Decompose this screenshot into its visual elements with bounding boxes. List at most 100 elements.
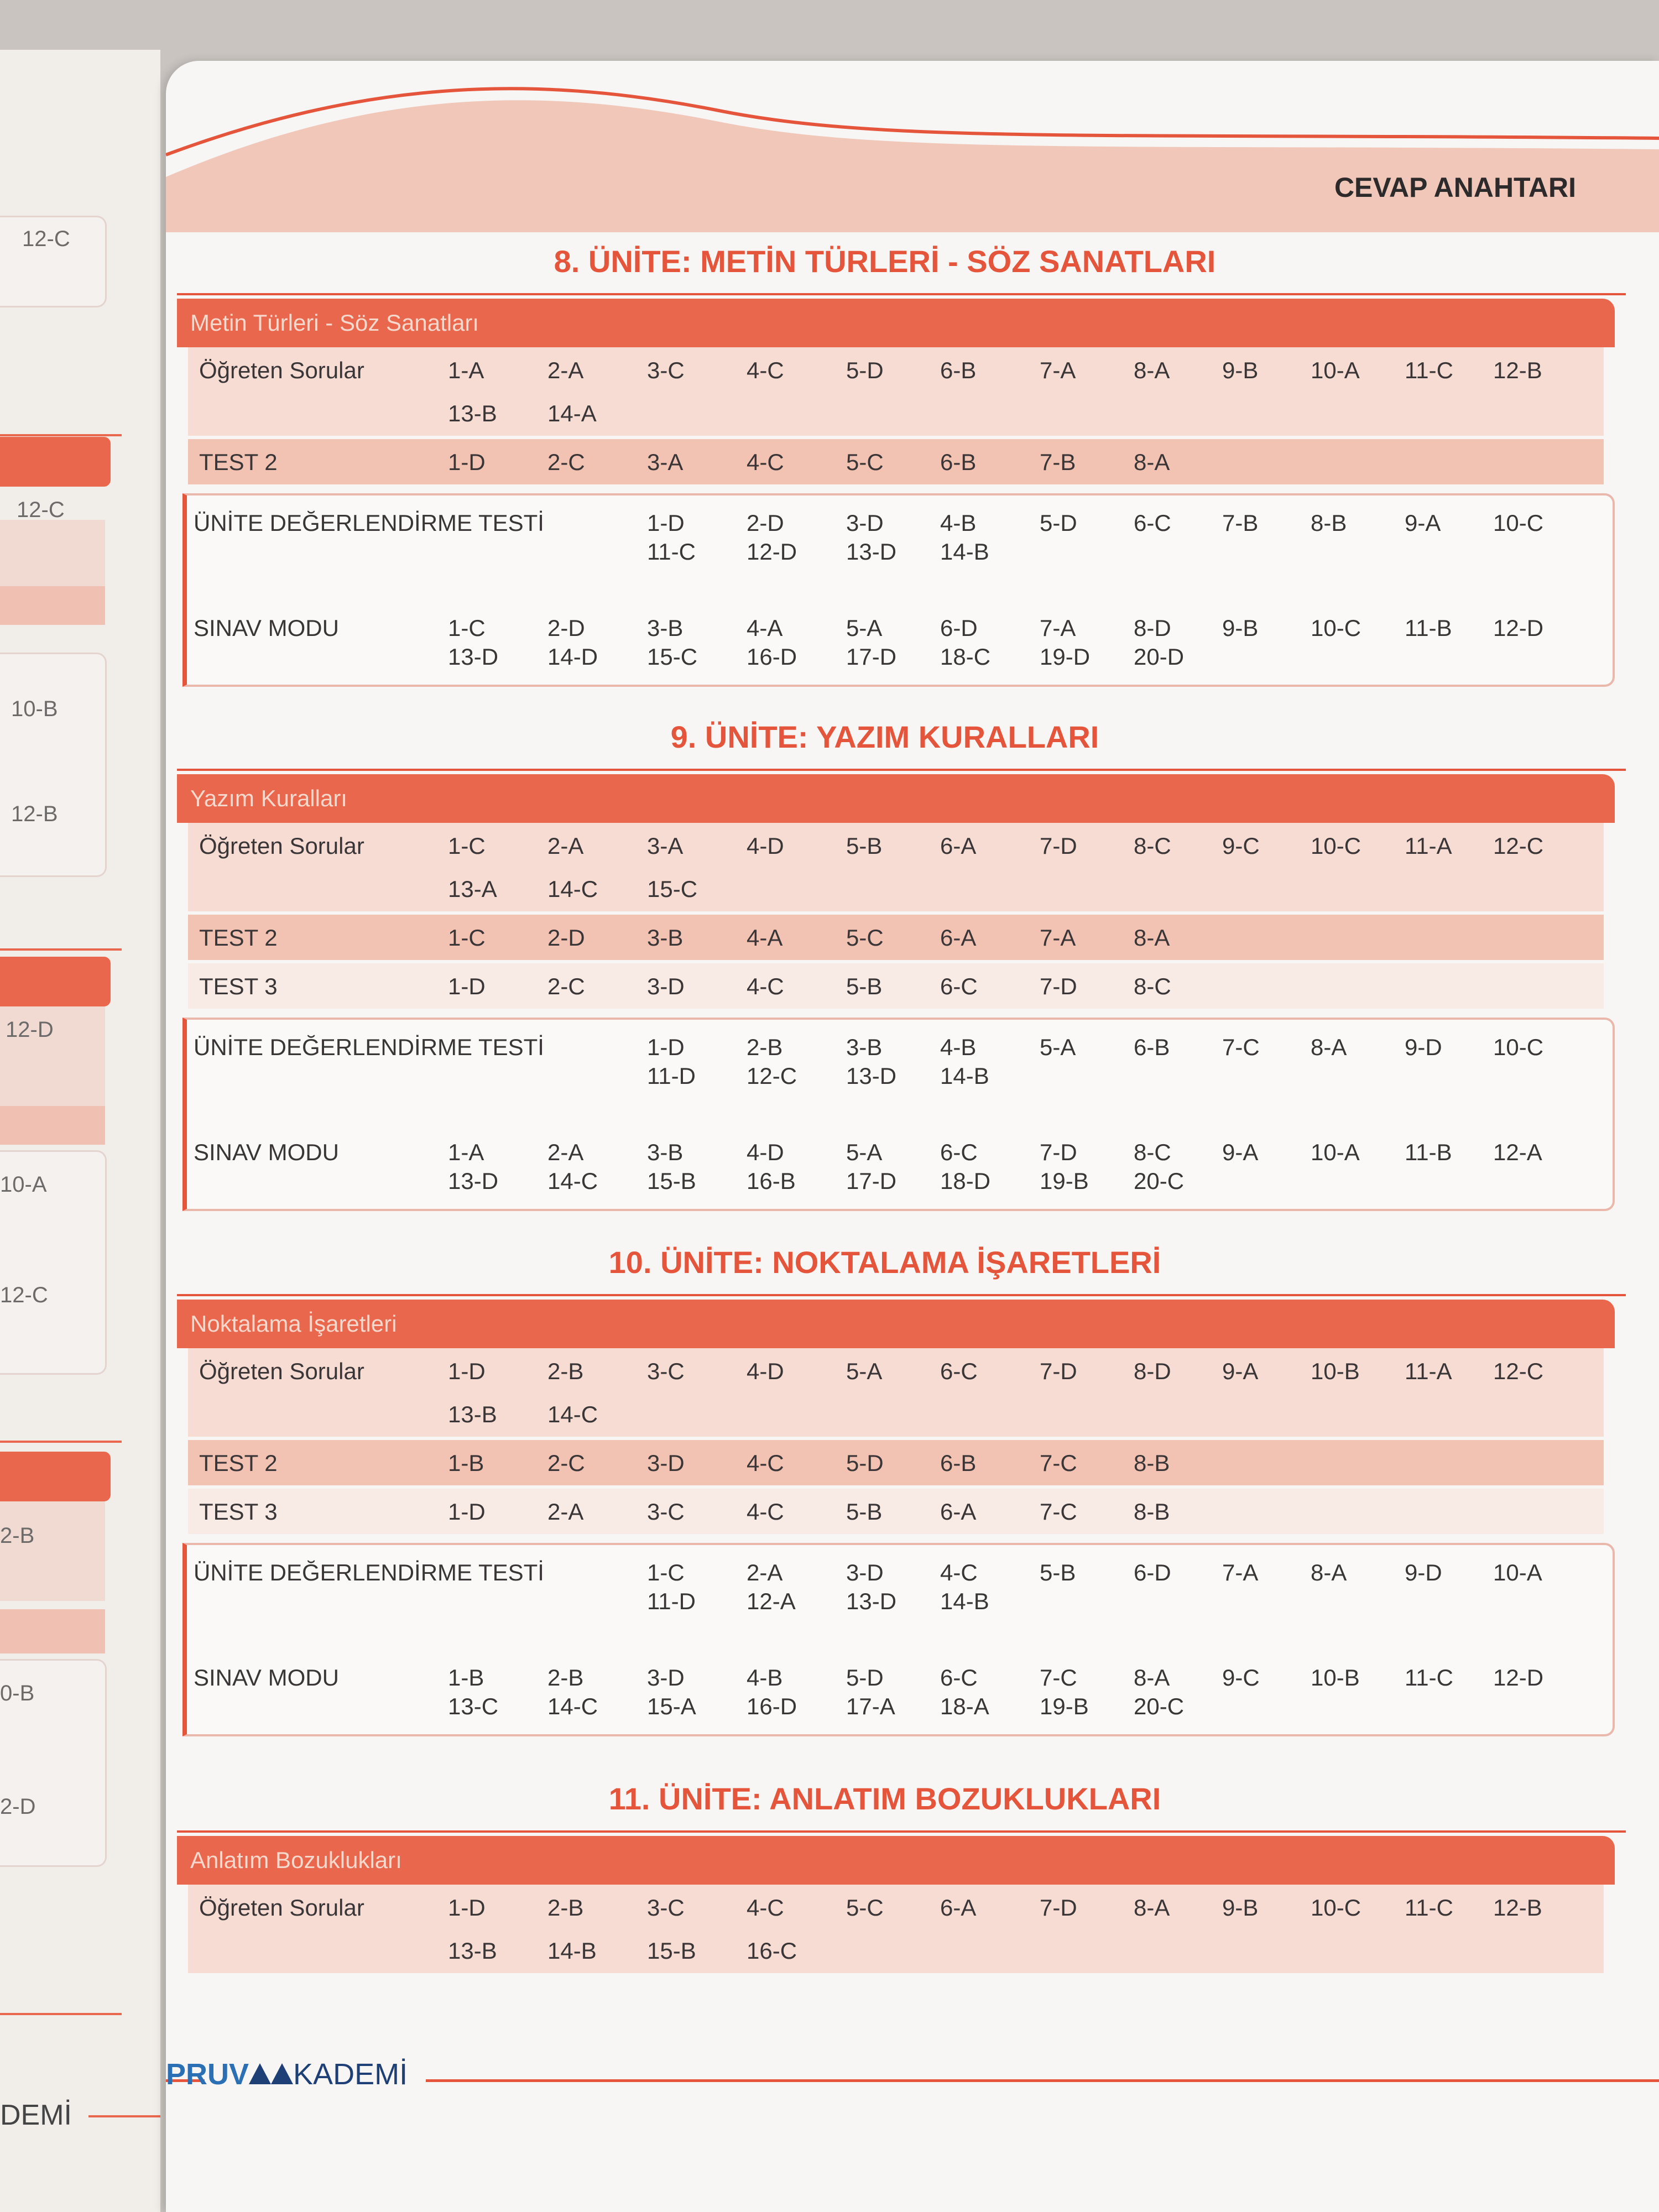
band-fragment xyxy=(0,957,111,1006)
answer: 5-A xyxy=(1040,1034,1076,1060)
exam-mode-label: SINAV MODU xyxy=(194,1139,339,1165)
evaluation-box xyxy=(182,1018,1615,1211)
answer-box-fragment xyxy=(0,1659,107,1867)
answer-fragment: 0-B xyxy=(0,1681,35,1705)
answer: 3-B xyxy=(647,1139,684,1165)
band-fragment xyxy=(0,437,111,487)
logo-triangle-icon xyxy=(271,2063,294,2084)
answer-row-ogreten xyxy=(188,347,1604,436)
evaluation-box xyxy=(182,1543,1615,1736)
answer: 15-B xyxy=(647,1168,696,1194)
answer: 1-D xyxy=(647,510,685,536)
answer: 5-D xyxy=(846,1665,884,1691)
evaluation-box xyxy=(182,493,1615,687)
answer: 2-D xyxy=(547,615,585,641)
answer: 11-D xyxy=(647,1063,696,1089)
answer: 13-B xyxy=(448,1401,497,1427)
answer: 10-C xyxy=(1311,615,1361,641)
answer: 6-D xyxy=(940,615,978,641)
unit-title-underline xyxy=(177,1830,1626,1833)
answer: 10-A xyxy=(1311,1139,1360,1165)
row-label: TEST 3 xyxy=(199,973,278,999)
answer: 11-D xyxy=(647,1588,696,1614)
answer-row-test xyxy=(188,963,1604,1009)
answer: 7-D xyxy=(1040,1139,1077,1165)
answer: 15-B xyxy=(647,1938,696,1964)
unit-title: 9. ÜNİTE: YAZIM KURALLARI xyxy=(670,719,1099,754)
answer-box-fragment xyxy=(0,653,107,877)
answer: 12-B xyxy=(1493,1895,1542,1921)
answer: 5-B xyxy=(846,833,883,859)
answer: 8-D xyxy=(1134,1358,1171,1384)
answer: 14-A xyxy=(547,400,597,426)
answer: 1-C xyxy=(448,833,486,859)
row-label: TEST 3 xyxy=(199,1499,278,1525)
answer: 10-C xyxy=(1493,1034,1544,1060)
answer: 2-C xyxy=(547,449,585,475)
answer: 3-C xyxy=(647,1358,685,1384)
answer-fragment: 12-C xyxy=(0,1283,48,1307)
answer: 5-B xyxy=(846,973,883,999)
row-label: TEST 2 xyxy=(199,449,278,475)
answer: 1-A xyxy=(448,357,484,383)
answer: 2-A xyxy=(547,1499,584,1525)
answer-row-test xyxy=(188,1489,1604,1534)
answer: 7-B xyxy=(1040,449,1076,475)
answer: 12-D xyxy=(747,539,797,565)
unit-band: Anlatım Bozuklukları xyxy=(177,1836,1615,1885)
answer: 9-A xyxy=(1222,1139,1259,1165)
unit-band: Metin Türleri - Söz Sanatları xyxy=(177,299,1615,347)
answer: 6-B xyxy=(940,357,977,383)
answer: 1-A xyxy=(448,1139,484,1165)
answer: 9-B xyxy=(1222,615,1259,641)
publisher-logo: PRUV KADEMİ xyxy=(166,2057,408,2091)
evaluation-test-label: ÜNİTE DEĞERLENDİRME TESTİ xyxy=(194,1559,544,1585)
answer: 14-C xyxy=(547,1693,598,1719)
answer: 16-D xyxy=(747,644,797,670)
answer: 6-C xyxy=(940,1358,978,1384)
footer-line-left xyxy=(166,2079,205,2082)
answer: 9-D xyxy=(1405,1034,1442,1060)
answer: 3-C xyxy=(647,1895,685,1921)
answer: 7-D xyxy=(1040,1895,1077,1921)
answer: 7-D xyxy=(1040,1358,1077,1384)
answer-box-fragment xyxy=(0,216,107,307)
unit-title-underline xyxy=(177,769,1626,771)
answer: 3-B xyxy=(846,1034,883,1060)
answer: 5-A xyxy=(846,1358,883,1384)
answer-row-test xyxy=(188,439,1604,484)
answer: 3-D xyxy=(846,1559,884,1585)
answer: 5-A xyxy=(846,615,883,641)
answer-fragment: 12-C xyxy=(22,227,70,251)
answer-row-test xyxy=(188,1440,1604,1485)
answer: 8-C xyxy=(1134,973,1171,999)
answer: 13-D xyxy=(448,644,499,670)
evaluation-test-label: ÜNİTE DEĞERLENDİRME TESTİ xyxy=(194,1034,544,1060)
answer: 5-C xyxy=(846,449,884,475)
answer: 8-A xyxy=(1134,449,1170,475)
answer: 4-C xyxy=(747,449,784,475)
answer: 19-B xyxy=(1040,1168,1089,1194)
answer: 15-C xyxy=(647,644,698,670)
answer: 14-B xyxy=(547,1938,597,1964)
answer: 4-A xyxy=(747,615,783,641)
answer: 20-D xyxy=(1134,644,1185,670)
answer: 4-C xyxy=(747,1499,784,1525)
answer: 3-A xyxy=(647,833,684,859)
answer: 8-A xyxy=(1134,1665,1170,1691)
answer: 9-A xyxy=(1405,510,1441,536)
answer: 11-A xyxy=(1405,833,1452,859)
answer: 12-A xyxy=(1493,1139,1542,1165)
unit-title: 10. ÜNİTE: NOKTALAMA İŞARETLERİ xyxy=(608,1245,1161,1280)
answer: 1-C xyxy=(448,615,486,641)
answer: 3-B xyxy=(647,925,684,951)
answer: 5-A xyxy=(846,1139,883,1165)
answer: 4-C xyxy=(747,973,784,999)
answer: 13-D xyxy=(448,1168,499,1194)
row-fragment xyxy=(0,1006,105,1106)
answer: 12-D xyxy=(1493,615,1544,641)
row-label: TEST 2 xyxy=(199,925,278,951)
answer: 4-B xyxy=(940,1034,977,1060)
answer: 6-B xyxy=(940,449,977,475)
answer: 2-D xyxy=(747,510,784,536)
